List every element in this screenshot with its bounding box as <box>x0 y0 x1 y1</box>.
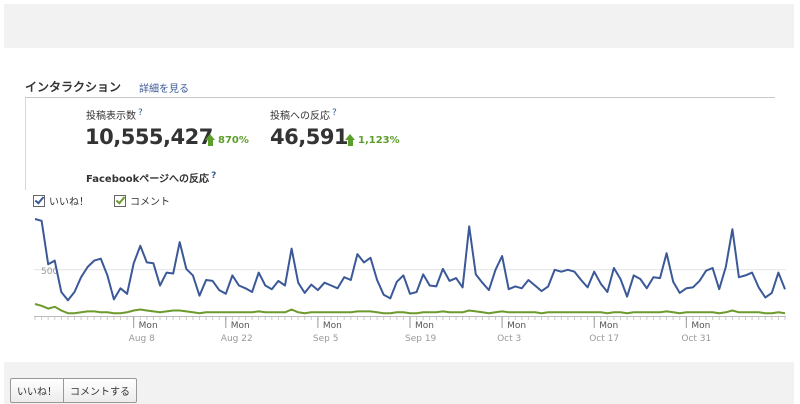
details-link[interactable]: 詳細を見る <box>139 84 189 95</box>
legend-comments-label: コメント <box>130 197 170 208</box>
up-arrow-icon <box>205 134 216 146</box>
x-tick-date: Oct 17 <box>589 334 619 344</box>
chart-help-icon[interactable]: ? <box>211 171 217 181</box>
x-tick-date: Oct 3 <box>497 334 521 344</box>
section-title: インタラクション <box>25 80 122 94</box>
x-tick-date: Oct 31 <box>681 334 711 344</box>
legend-comments[interactable]: コメント <box>114 193 170 208</box>
post-reactions-help-icon[interactable]: ? <box>332 108 337 118</box>
footer-button-group: いいね！ コメントする <box>10 378 137 403</box>
post-reactions-label-text: 投稿への反応 <box>270 111 330 122</box>
x-tick-date: Aug 8 <box>129 334 155 344</box>
interaction-chart: 500 Mon Aug 8 Mon Aug 22 Mon Sep 5 Mon Sep 19 Mon… <box>34 218 786 344</box>
x-tick-day: Mon <box>507 321 526 331</box>
post-views-help-icon[interactable]: ? <box>138 108 143 118</box>
post-reactions-value: 46,591 <box>270 125 349 149</box>
post-views-value: 10,555,427 <box>85 125 213 149</box>
post-views-label-text: 投稿表示数 <box>86 111 136 122</box>
post-reactions-label: 投稿への反応? <box>270 107 337 122</box>
comments-checkbox[interactable] <box>114 193 126 207</box>
x-tick-day: Mon <box>599 321 618 331</box>
comment-button[interactable]: コメントする <box>63 379 136 402</box>
x-tick-day: Mon <box>691 321 710 331</box>
legend-likes-label: いいね！ <box>49 197 89 208</box>
post-views-change-text: 870% <box>218 134 249 146</box>
section-divider <box>25 97 775 98</box>
x-tick-day: Mon <box>415 321 434 331</box>
chart-title-text: Facebookページへの反応 <box>86 174 210 185</box>
post-views-label: 投稿表示数? <box>86 107 143 122</box>
likes-series-line <box>34 218 786 302</box>
likes-checkbox[interactable] <box>33 193 45 207</box>
legend-likes[interactable]: いいね！ <box>33 193 89 208</box>
y-tick-label: 500 <box>41 267 58 277</box>
post-reactions-change-text: 1,123% <box>358 134 400 146</box>
x-tick-day: Mon <box>323 321 342 331</box>
post-reactions-change: 1,123% <box>345 134 400 146</box>
chart-title: Facebookページへの反応? <box>86 170 216 185</box>
comments-series-line <box>34 303 786 315</box>
top-bar <box>4 4 794 48</box>
vertical-divider <box>25 98 26 190</box>
x-tick-date: Sep 5 <box>313 334 339 344</box>
like-button[interactable]: いいね！ <box>11 379 63 402</box>
x-tick-day: Mon <box>139 321 158 331</box>
post-views-change: 870% <box>205 134 249 146</box>
x-tick-date: Sep 19 <box>405 334 437 344</box>
x-tick-day: Mon <box>231 321 250 331</box>
up-arrow-icon <box>345 134 356 146</box>
x-tick-date: Aug 22 <box>221 334 253 344</box>
